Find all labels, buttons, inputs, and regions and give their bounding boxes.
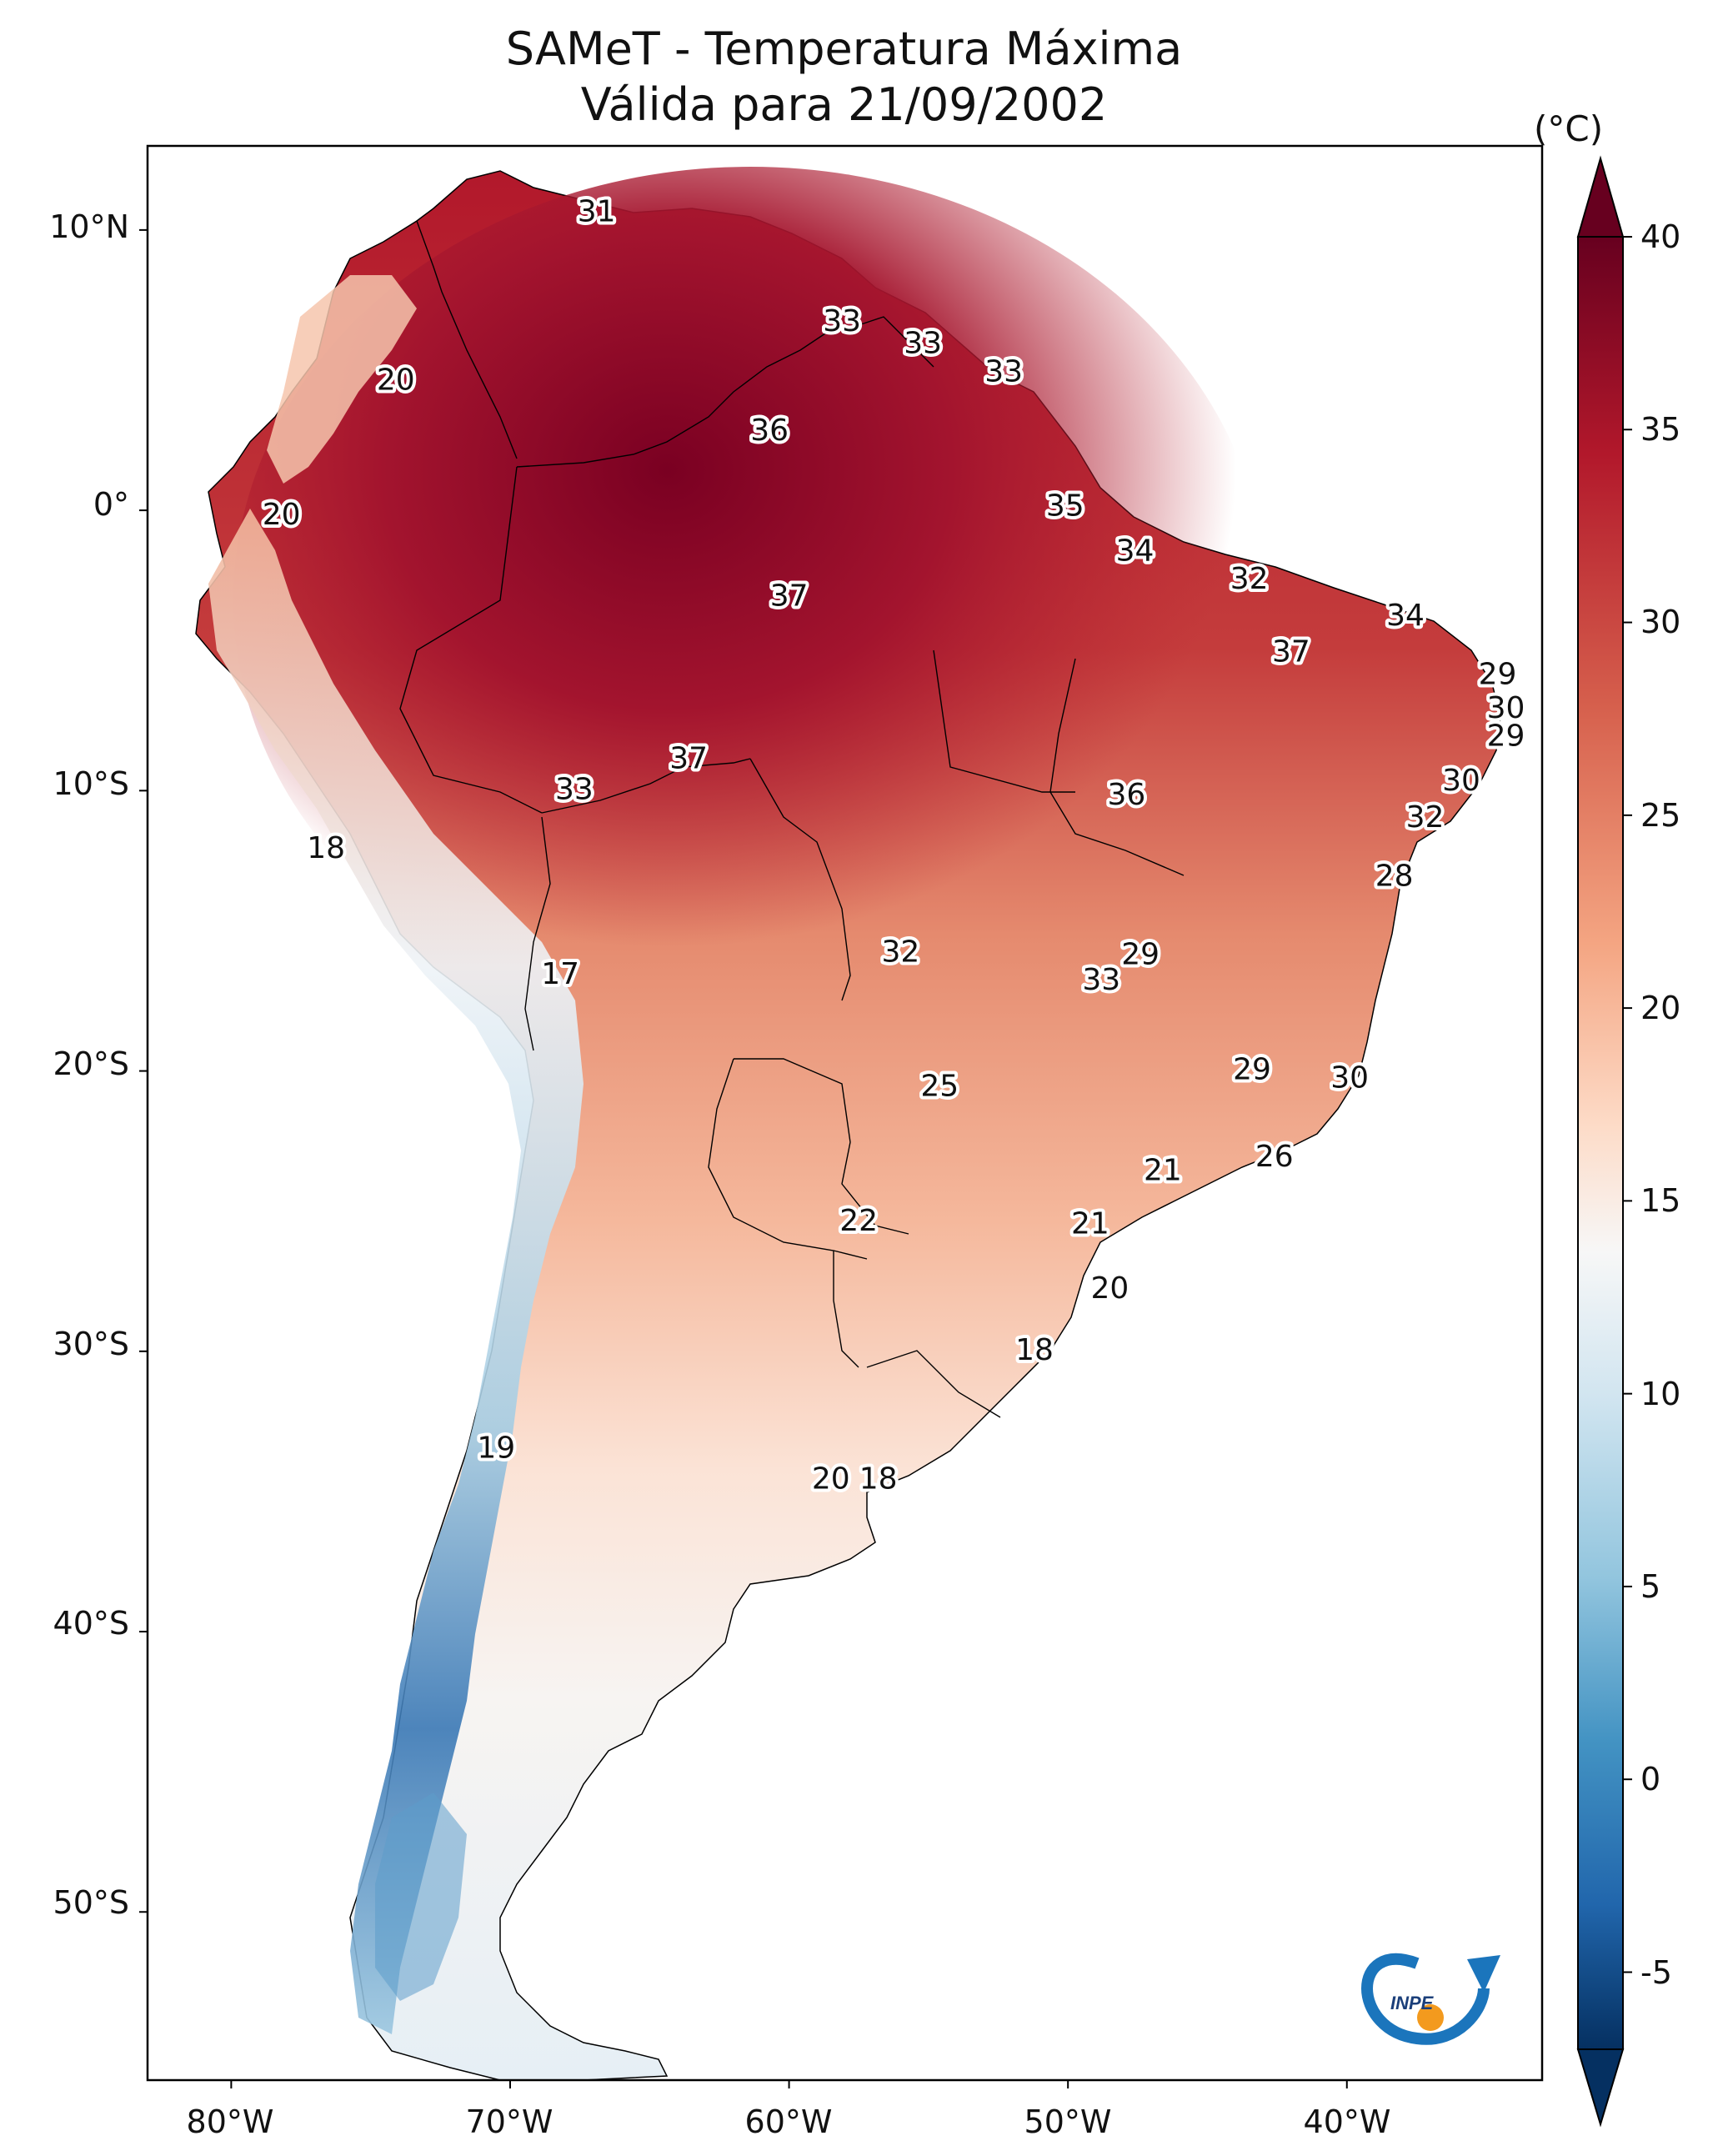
amazon-hot-region bbox=[233, 167, 1267, 1034]
contour-label: 33 bbox=[904, 327, 942, 361]
colorbar-tick-marks bbox=[1623, 236, 1632, 1973]
map-subtitle: Válida para 21/09/2002 bbox=[580, 78, 1108, 131]
contour-label: 33 bbox=[984, 354, 1023, 389]
contour-label: 21 bbox=[1144, 1154, 1182, 1188]
contour-label: 33 bbox=[823, 304, 861, 338]
colorbar-label-25: 25 bbox=[1640, 797, 1681, 834]
map-frame bbox=[146, 144, 1544, 2082]
contour-label: 37 bbox=[669, 741, 708, 775]
colorbar-label-40: 40 bbox=[1640, 218, 1681, 255]
contour-label: 26 bbox=[1255, 1140, 1294, 1174]
contour-label: 36 bbox=[750, 414, 789, 448]
contour-label: 33 bbox=[1082, 963, 1120, 997]
contour-label: 18 bbox=[307, 831, 345, 865]
contour-label: 37 bbox=[770, 579, 809, 613]
contour-label: 32 bbox=[881, 935, 919, 969]
lat-label-30S: 30°S bbox=[53, 1326, 129, 1362]
inpe-logo: INPE bbox=[1361, 1953, 1500, 2045]
contour-label: 29 bbox=[1233, 1053, 1271, 1087]
contour-label: 32 bbox=[1406, 800, 1445, 835]
contour-label: 18 bbox=[859, 1462, 898, 1497]
contour-label: 28 bbox=[1375, 860, 1414, 894]
map-title: SAMeT - Temperatura Máxima bbox=[505, 23, 1183, 75]
contour-label: 30 bbox=[1487, 691, 1525, 725]
lon-label-50W: 50°W bbox=[1024, 2103, 1112, 2140]
colorbar-label-10: 10 bbox=[1640, 1376, 1681, 1412]
country-borders bbox=[399, 220, 1185, 1418]
contour-label: 21 bbox=[1071, 1207, 1109, 1241]
axis-tick-marks bbox=[139, 228, 1348, 2088]
inpe-logo-text: INPE bbox=[1390, 1993, 1435, 2013]
contour-label: 29 bbox=[1121, 938, 1160, 972]
colorbar-label-0: 0 bbox=[1640, 1761, 1661, 1798]
colorbar-label-35: 35 bbox=[1640, 411, 1681, 448]
lon-label-80W: 80°W bbox=[186, 2103, 274, 2140]
contour-label: 22 bbox=[839, 1204, 878, 1238]
contour-label: 18 bbox=[1015, 1333, 1054, 1367]
lat-label-40S: 40°S bbox=[53, 1605, 129, 1642]
colorbar-label-15: 15 bbox=[1640, 1182, 1681, 1219]
contour-label: 34 bbox=[1116, 534, 1155, 569]
colorbar-label-20: 20 bbox=[1640, 990, 1681, 1026]
colorbar-label-5: 5 bbox=[1640, 1568, 1661, 1605]
contour-label: 34 bbox=[1386, 599, 1425, 633]
contour-label: 37 bbox=[1272, 635, 1310, 669]
lat-label-10N: 10°N bbox=[49, 208, 129, 245]
lat-label-10S: 10°S bbox=[53, 765, 129, 802]
contour-label: 19 bbox=[477, 1431, 515, 1466]
colorbar bbox=[1576, 155, 1632, 2128]
contour-label: 20 bbox=[812, 1462, 850, 1497]
contour-label: 29 bbox=[1487, 719, 1525, 753]
lat-label-0: 0° bbox=[93, 486, 129, 523]
colorbar-label-30: 30 bbox=[1640, 604, 1681, 640]
colombia-andes-band bbox=[267, 275, 417, 484]
patagonia-cold-region bbox=[375, 1792, 467, 2001]
contour-label: 20 bbox=[1090, 1271, 1129, 1306]
lon-label-40W: 40°W bbox=[1303, 2103, 1391, 2140]
colorbar-bottom-arrow bbox=[1576, 2048, 1625, 2128]
contour-label: 32 bbox=[1230, 562, 1269, 596]
contour-label: 31 bbox=[578, 195, 616, 229]
lon-label-60W: 60°W bbox=[744, 2103, 833, 2140]
contour-label: 30 bbox=[1330, 1061, 1369, 1096]
lat-label-20S: 20°S bbox=[53, 1045, 129, 1082]
colorbar-top-arrow bbox=[1576, 155, 1625, 238]
contour-label: 35 bbox=[1046, 489, 1084, 524]
colorbar-unit: (°C) bbox=[1534, 108, 1604, 149]
contour-label: 25 bbox=[920, 1070, 959, 1104]
contour-label: 29 bbox=[1479, 658, 1517, 692]
contour-label: 33 bbox=[555, 772, 594, 806]
contour-label: 20 bbox=[377, 363, 415, 397]
lon-label-70W: 70°W bbox=[465, 2103, 553, 2140]
contour-label: 20 bbox=[263, 498, 301, 532]
andes-cool-band bbox=[208, 509, 584, 2034]
contour-label: 36 bbox=[1107, 778, 1145, 812]
lat-label-50S: 50°S bbox=[53, 1884, 129, 1921]
contour-label: 30 bbox=[1442, 764, 1480, 798]
contour-label: 17 bbox=[541, 957, 579, 991]
colorbar-label-minus5: -5 bbox=[1640, 1954, 1672, 1991]
colorbar-gradient bbox=[1577, 236, 1624, 2050]
temperature-map bbox=[195, 167, 1501, 2080]
